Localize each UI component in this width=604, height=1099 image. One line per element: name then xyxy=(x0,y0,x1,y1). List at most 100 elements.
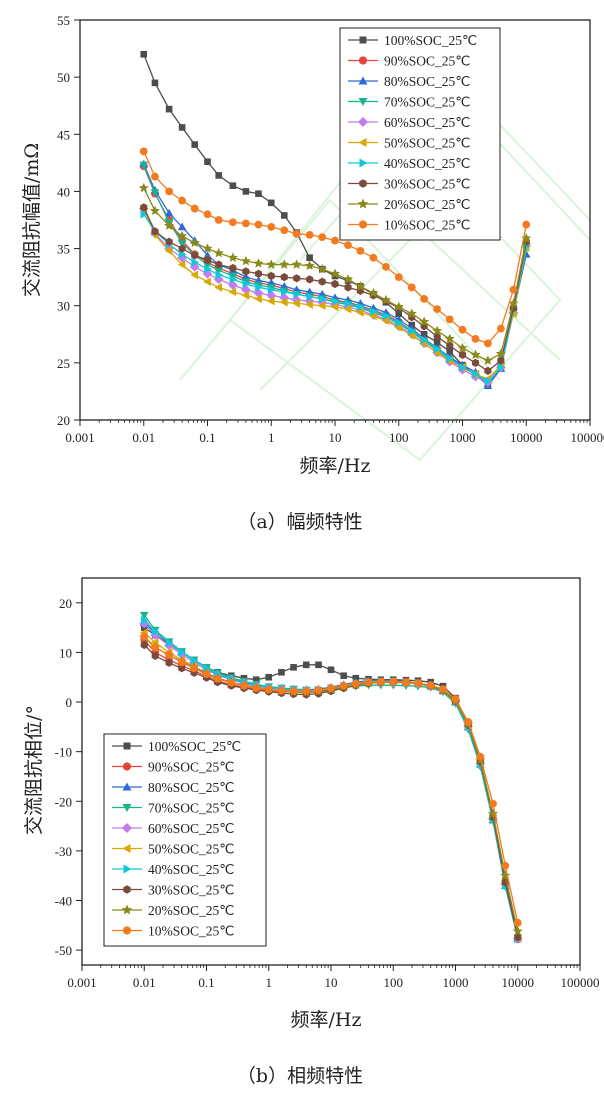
data-point xyxy=(408,326,417,336)
legend-label: 50%SOC_25℃ xyxy=(148,842,234,857)
data-point xyxy=(242,279,251,289)
data-point xyxy=(419,316,430,326)
legend-marker xyxy=(359,179,367,188)
data-point xyxy=(451,695,460,703)
data-point xyxy=(215,260,223,269)
legend: 100%SOC_25℃ 90%SOC_25℃ 80%SOC_25℃ 70%SOC_25… xyxy=(103,733,267,947)
data-point xyxy=(242,267,250,276)
data-point xyxy=(202,243,213,253)
data-point xyxy=(369,253,378,262)
data-point xyxy=(229,263,237,273)
data-point xyxy=(327,666,335,674)
data-point xyxy=(189,237,200,248)
data-point xyxy=(279,259,290,269)
legend-label: 50%SOC_25℃ xyxy=(384,136,470,151)
y-tick-label: -10 xyxy=(55,745,72,760)
y-tick-label: 50 xyxy=(57,70,70,85)
x-tick-label: 0.01 xyxy=(132,430,155,445)
legend-item: 80%SOC_25℃ xyxy=(348,74,470,89)
legend-item: 60%SOC_25℃ xyxy=(348,115,470,130)
tick-marks xyxy=(76,602,581,971)
data-point xyxy=(254,294,262,304)
data-point xyxy=(407,331,416,340)
x-tick-label: 1000 xyxy=(450,430,476,445)
data-point xyxy=(241,284,251,295)
data-point xyxy=(140,50,148,58)
phase-chart: 0.001 0.01 0.1 1 10 100 1000 10000 100000 20100-… xyxy=(23,577,600,1087)
data-point xyxy=(267,285,276,294)
data-point xyxy=(458,325,467,334)
data-point xyxy=(433,305,442,314)
x-tick-label: 0.001 xyxy=(65,430,94,445)
series-group xyxy=(139,611,523,944)
data-point xyxy=(280,298,288,307)
y-tick-labels: 20 25 30 35 40 45 50 55 xyxy=(57,13,70,428)
y-tick-label: -20 xyxy=(55,794,72,809)
data-point xyxy=(446,354,454,363)
x-tick-label: 1 xyxy=(268,430,275,445)
legend-marker xyxy=(359,158,368,168)
data-point xyxy=(496,324,505,333)
legend-marker xyxy=(357,198,369,209)
x-axis-label: 频率/Hz xyxy=(300,455,371,477)
data-point xyxy=(266,296,275,306)
data-point xyxy=(190,656,199,665)
legend-item: 100%SOC_25℃ xyxy=(112,739,241,754)
data-point xyxy=(317,263,328,274)
data-point xyxy=(178,124,186,131)
data-point xyxy=(165,658,173,667)
data-point xyxy=(228,272,238,281)
data-point xyxy=(293,290,301,299)
data-point xyxy=(317,301,326,310)
data-point xyxy=(471,334,480,343)
data-point xyxy=(280,273,288,282)
data-point xyxy=(432,325,443,336)
data-point xyxy=(228,287,237,297)
data-point xyxy=(177,658,186,667)
data-point xyxy=(203,277,211,286)
data-point xyxy=(214,216,223,224)
data-point xyxy=(414,679,422,688)
data-point xyxy=(266,259,277,269)
legend-marker xyxy=(358,220,368,229)
legend-box xyxy=(339,27,501,241)
data-point xyxy=(306,254,313,262)
data-point xyxy=(139,161,149,170)
data-point xyxy=(178,244,186,253)
data-point xyxy=(314,686,323,695)
data-point xyxy=(351,679,360,688)
data-point xyxy=(315,661,322,669)
data-point xyxy=(191,141,199,148)
data-point xyxy=(420,294,429,303)
data-point xyxy=(508,298,519,308)
x-tick-label: 0.1 xyxy=(198,975,214,990)
data-point xyxy=(484,376,493,386)
series-group xyxy=(138,50,532,389)
data-point xyxy=(339,681,348,690)
data-point xyxy=(140,632,149,641)
legend-item: 50%SOC_25℃ xyxy=(112,842,234,857)
data-point xyxy=(344,283,352,292)
data-point xyxy=(190,270,198,280)
data-point xyxy=(202,268,213,279)
data-point xyxy=(203,210,212,219)
legend-marker xyxy=(123,864,132,874)
legend-item: 50%SOC_25℃ xyxy=(348,136,470,151)
caption-b: （b）相频特性 xyxy=(237,1065,363,1087)
data-point xyxy=(164,208,174,217)
data-point xyxy=(458,350,467,359)
data-point xyxy=(482,355,493,365)
data-point xyxy=(227,678,236,687)
data-point xyxy=(165,651,173,659)
legend-marker xyxy=(358,98,368,106)
data-point xyxy=(151,227,159,236)
data-point xyxy=(330,268,340,278)
data-point xyxy=(370,307,378,316)
data-point xyxy=(213,247,224,258)
data-point xyxy=(355,281,366,291)
data-point xyxy=(356,308,364,317)
data-point xyxy=(164,246,173,256)
y-tick-labels: 20 10 0 -10 -20 -30 -40 -50 xyxy=(55,596,72,958)
legend-marker xyxy=(122,804,132,812)
x-tick-label: 1000 xyxy=(443,975,469,990)
